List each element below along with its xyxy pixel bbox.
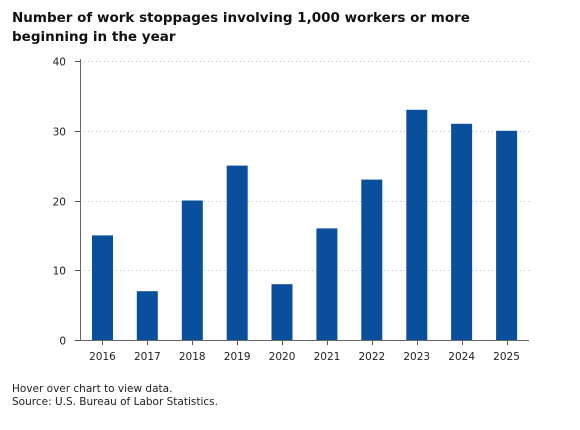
bar-2025[interactable]	[496, 130, 518, 341]
bars	[92, 109, 518, 341]
x-tick-label-2020: 2020	[269, 351, 296, 363]
bar-2023[interactable]	[406, 109, 428, 340]
x-tick-label-2023: 2023	[403, 351, 430, 363]
y-tick-label: 20	[53, 197, 66, 209]
y-tick-label: 40	[53, 57, 66, 69]
chart-footer: Hover over chart to view data. Source: U…	[12, 383, 218, 409]
bar-2017[interactable]	[136, 291, 158, 340]
source-note: Source: U.S. Bureau of Labor Statistics.	[12, 396, 218, 408]
x-tick-labels: 2016 2017 2018 2019 2020 2021 2022 2023 2024 2025	[89, 351, 520, 363]
bar-2021[interactable]	[316, 228, 338, 340]
bar-2018[interactable]	[181, 200, 203, 341]
y-tick-label: 0	[59, 336, 66, 348]
bar-2022[interactable]	[361, 179, 383, 340]
bar-2024[interactable]	[451, 123, 473, 340]
x-tick-label-2022: 2022	[358, 351, 385, 363]
y-tick-label: 10	[53, 266, 66, 278]
axes	[75, 59, 529, 345]
gridlines	[80, 61, 529, 271]
x-tick-label-2025: 2025	[493, 351, 520, 363]
hover-note: Hover over chart to view data.	[12, 383, 173, 395]
bar-2020[interactable]	[271, 284, 293, 340]
x-tick-label-2016: 2016	[89, 351, 116, 363]
bar-2019[interactable]	[226, 165, 248, 340]
x-tick-label-2018: 2018	[179, 351, 206, 363]
x-tick-label-2019: 2019	[224, 351, 251, 363]
y-tick-labels: 0 10 20 30 40	[53, 57, 66, 348]
x-tick-label-2021: 2021	[314, 351, 341, 363]
chart-title: Number of work stoppages involving 1,000…	[12, 10, 470, 45]
y-tick-label: 30	[53, 127, 66, 139]
x-tick-label-2024: 2024	[448, 351, 475, 363]
bar-2016[interactable]	[92, 235, 113, 340]
x-tick-label-2017: 2017	[134, 351, 161, 363]
